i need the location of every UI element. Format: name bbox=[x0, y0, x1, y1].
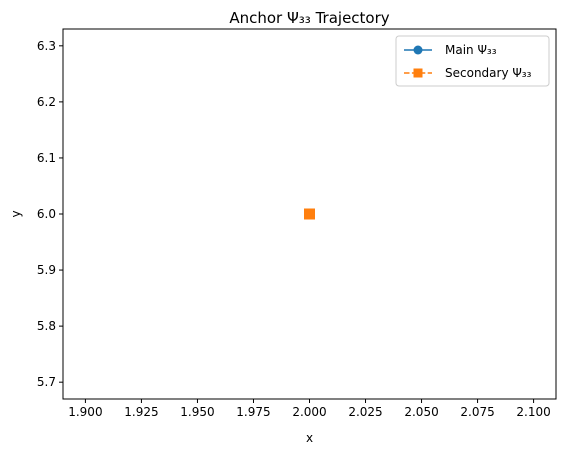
legend-marker-secondary bbox=[413, 68, 423, 78]
y-tick-label: 6.2 bbox=[37, 95, 56, 109]
y-tick-label: 6.1 bbox=[37, 151, 56, 165]
y-tick-label: 5.8 bbox=[37, 319, 56, 333]
y-axis-ticks: 5.7 5.8 5.9 6.0 6.1 6.2 6.3 bbox=[37, 39, 63, 389]
y-tick-label: 5.7 bbox=[37, 375, 56, 389]
x-tick-label: 2.100 bbox=[516, 405, 550, 419]
legend-label-main: Main Ψ₃₃ bbox=[445, 43, 497, 57]
y-tick-label: 6.3 bbox=[37, 39, 56, 53]
legend-box bbox=[395, 35, 550, 87]
x-axis-label: x bbox=[306, 431, 313, 445]
chart-title: Anchor Ψ₃₃ Trajectory bbox=[229, 9, 389, 27]
x-tick-label: 2.000 bbox=[292, 405, 326, 419]
y-tick-label: 6.0 bbox=[37, 207, 56, 221]
x-tick-label: 1.900 bbox=[68, 405, 102, 419]
y-tick-label: 5.9 bbox=[37, 263, 56, 277]
x-axis-ticks: 1.900 1.925 1.950 1.975 2.000 2.025 2.050 2.075… bbox=[68, 399, 551, 419]
x-tick-label: 1.975 bbox=[236, 405, 270, 419]
x-tick-label: 2.025 bbox=[348, 405, 382, 419]
x-tick-label: 1.925 bbox=[124, 405, 158, 419]
data-point-secondary bbox=[304, 208, 315, 220]
legend-marker-main bbox=[413, 45, 423, 55]
legend-label-secondary: Secondary Ψ₃₃ bbox=[445, 66, 532, 80]
legend: Main Ψ₃₃ Secondary Ψ₃₃ bbox=[395, 35, 550, 87]
x-tick-label: 1.950 bbox=[180, 405, 214, 419]
series-layer bbox=[304, 208, 315, 220]
y-axis-label: y bbox=[9, 210, 23, 217]
x-tick-label: 2.050 bbox=[404, 405, 438, 419]
x-tick-label: 2.075 bbox=[460, 405, 494, 419]
